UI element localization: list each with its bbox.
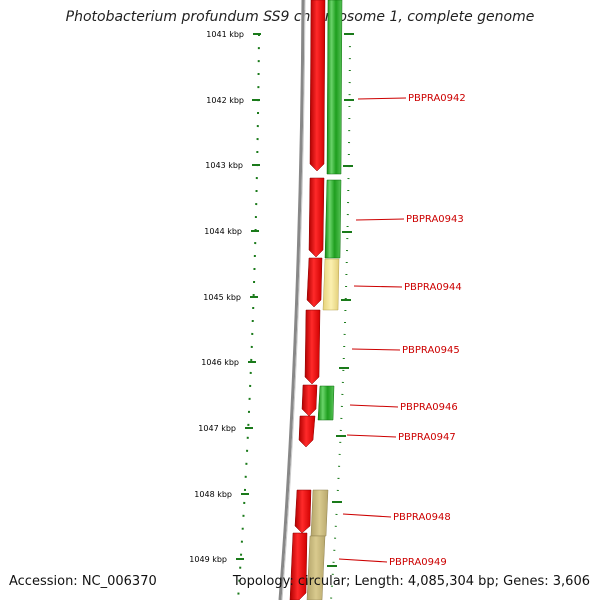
tick-label: 1041 kbp [206,30,244,39]
map-title: Photobacterium profundum SS9 chromosome … [65,9,535,25]
cds-arrow [298,415,316,448]
gene-label: PBPRA0943 [406,214,464,225]
cds-arrow [294,489,312,534]
map-footer: Accession: NC_006370 Topology: circular;… [0,574,600,592]
backbone-arc [278,0,305,600]
tick-label: 1047 kbp [198,424,236,433]
gene-label: PBPRA0949 [389,557,447,568]
cds-arrow [304,309,321,385]
topology-text: Topology: circular; Length: 4,085,304 bp… [232,574,590,589]
gene-label: PBPRA0942 [408,93,466,104]
gene-label: PBPRA0948 [393,512,451,523]
scale-ring-dots [237,33,260,600]
cds-track [289,0,326,600]
feature-block-olive [306,535,326,600]
feature-block-green [317,385,335,421]
tick-label: 1043 kbp [205,161,243,170]
cds-arrow [306,257,323,308]
feature-block-olive [310,489,329,537]
scale-ticks: 1041 kbp 1042 kbp 1043 kbp 1044 kbp 1045… [189,30,261,564]
feature-track [306,0,343,600]
feature-block-green [326,0,343,175]
tick-label: 1044 kbp [204,227,242,236]
tick-label: 1046 kbp [201,358,239,367]
cds-arrow [309,0,326,172]
tick-label: 1049 kbp [189,555,227,564]
cds-arrow [289,532,308,600]
gene-label: PBPRA0947 [398,432,456,443]
accession-text: Accession: NC_006370 [9,574,157,589]
inner-ring-dots [330,33,351,600]
gene-label: PBPRA0945 [402,345,460,356]
tick-label: 1045 kbp [203,293,241,302]
tick-label: 1042 kbp [206,96,244,105]
inner-ring-ticks [327,33,354,567]
gene-label: PBPRA0944 [404,282,462,293]
feature-block-green [324,179,342,259]
gene-labels: PBPRA0942 PBPRA0943 PBPRA0944 PBPRA0945 … [389,93,466,568]
feature-block-yellow [322,258,340,311]
label-leaders [338,97,407,563]
cds-arrow [308,177,325,258]
cds-arrow [301,384,318,417]
tick-label: 1048 kbp [194,490,232,499]
gene-label: PBPRA0946 [400,402,458,413]
